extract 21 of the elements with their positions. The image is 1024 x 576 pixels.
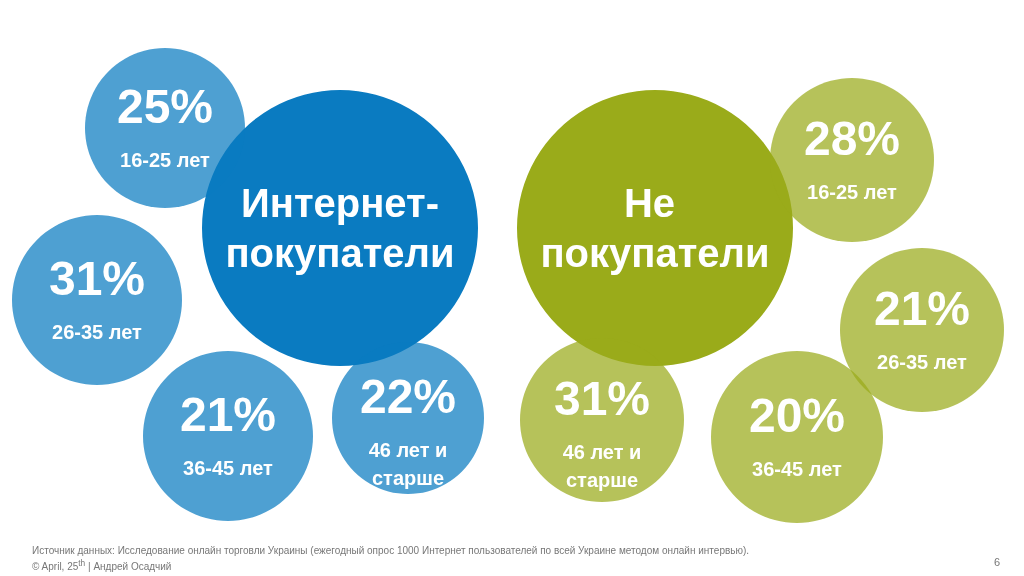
series-label: Интернет-покупатели xyxy=(225,181,455,275)
category-label: 16-25 лет xyxy=(120,149,211,171)
data-label: 21% xyxy=(873,281,971,335)
category-label: 46 лет и старше xyxy=(562,441,642,491)
data-label: 28% xyxy=(803,111,901,165)
data-label: 31% xyxy=(553,371,651,425)
category-label: 36-45 лет xyxy=(183,457,274,479)
text: Источник данных: Исследование онлайн торговли Украины (ежегодный опрос 1000 Интернет пользователей по всей Украине методом онлайн интервью). xyxy=(32,544,750,557)
data-label: 22% xyxy=(359,369,457,423)
category-label: 36-45 лет xyxy=(752,458,842,480)
category-label: 16-25 лет xyxy=(807,181,897,203)
series-label: Не покупатели xyxy=(540,181,770,275)
text: 6 xyxy=(993,556,1000,568)
text: © April, 25$^{th}$ | Андрей Осадчий xyxy=(32,557,173,574)
category-label: 26-35 лет xyxy=(877,351,967,373)
category-label: 46 лет и старше xyxy=(368,439,448,489)
data-label: 31% xyxy=(48,251,146,305)
data-label: 25% xyxy=(116,79,214,133)
data-label: 20% xyxy=(748,388,846,442)
category-label: 26-35 лет xyxy=(52,321,143,343)
data-label: 21% xyxy=(179,387,277,441)
